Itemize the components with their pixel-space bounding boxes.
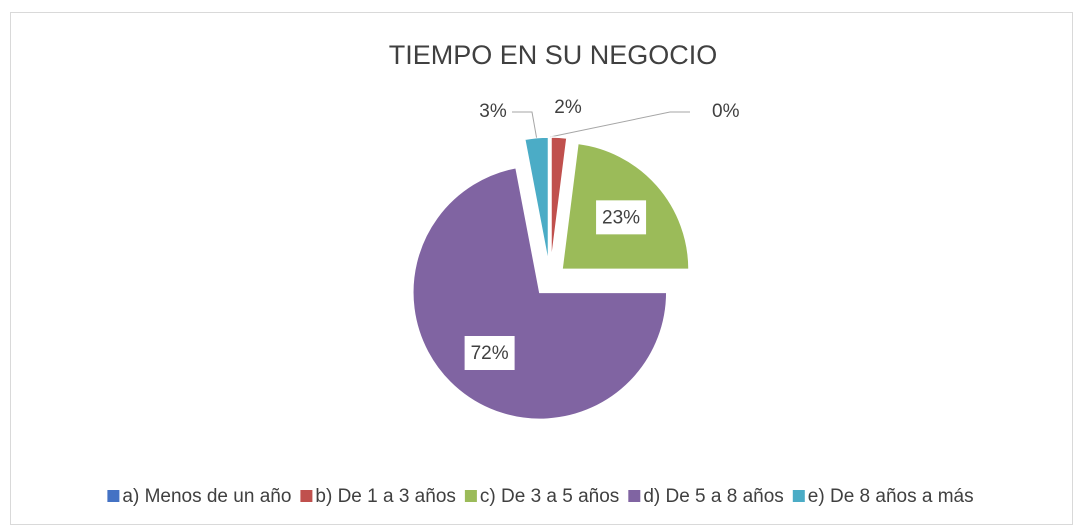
legend-label: e) De 8 años a más [808,486,974,507]
legend-swatch [628,490,641,502]
legend-label: c) De 3 a 5 años [480,486,619,507]
legend-label: d) De 5 a 8 años [643,486,783,507]
pie-slice [523,136,550,265]
legend-label: b) De 1 a 3 años [315,486,455,507]
data-label: 0% [712,101,740,122]
leader-line [549,111,690,138]
data-label-box [464,335,515,370]
data-label-box [596,200,647,235]
chart-title: TIEMPO EN SU NEGOCIO [389,40,718,70]
data-label: 2% [554,97,582,118]
legend-swatch [792,490,805,502]
chart-border [10,12,1073,525]
data-label: 23% [602,207,640,228]
legend-swatch [464,490,477,502]
legend-label: a) Menos de un año [122,486,291,507]
legend-swatch [300,490,313,502]
data-label: 72% [471,343,509,364]
pie-slice [550,136,568,265]
legend-swatch [107,490,120,502]
data-label: 3% [479,101,507,122]
leader-line [512,111,538,138]
